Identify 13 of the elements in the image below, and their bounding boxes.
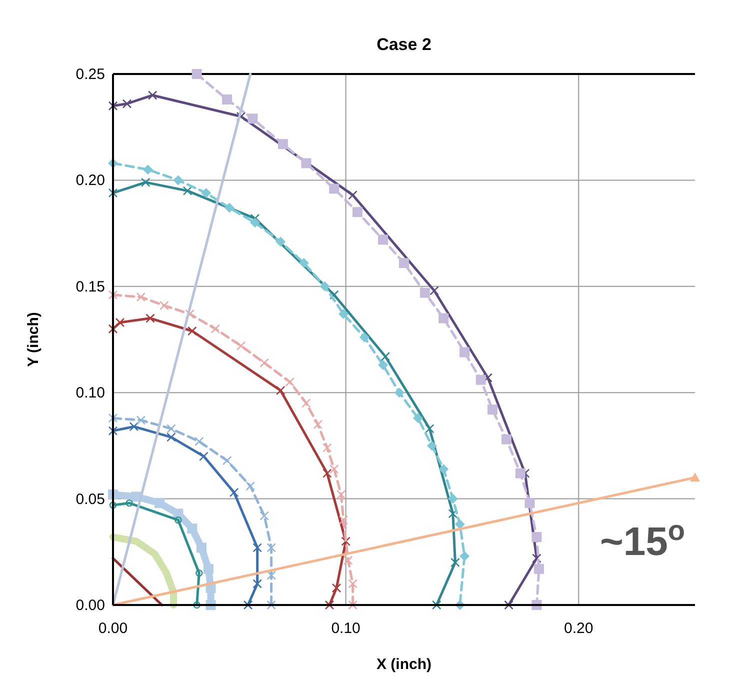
y-axis-title: Y (inch) bbox=[25, 312, 42, 367]
y-tick-label: 0.00 bbox=[76, 597, 105, 614]
x-tick-label: 0.00 bbox=[98, 620, 128, 637]
y-tick-label: 0.10 bbox=[76, 384, 105, 402]
x-axis-title: X (inch) bbox=[376, 656, 432, 673]
y-tick-label: 0.15 bbox=[76, 278, 105, 296]
y-tick-label: 0.05 bbox=[76, 490, 105, 508]
annotation: ~15$^{o}$ bbox=[600, 514, 685, 564]
x-tick-label: 0.20 bbox=[564, 620, 594, 637]
chart-title: Case 2 bbox=[376, 35, 432, 54]
y-tick-label: 0.25 bbox=[76, 66, 105, 83]
y-tick-label: 0.20 bbox=[76, 172, 105, 190]
x-tick-label: 0.10 bbox=[331, 620, 360, 637]
